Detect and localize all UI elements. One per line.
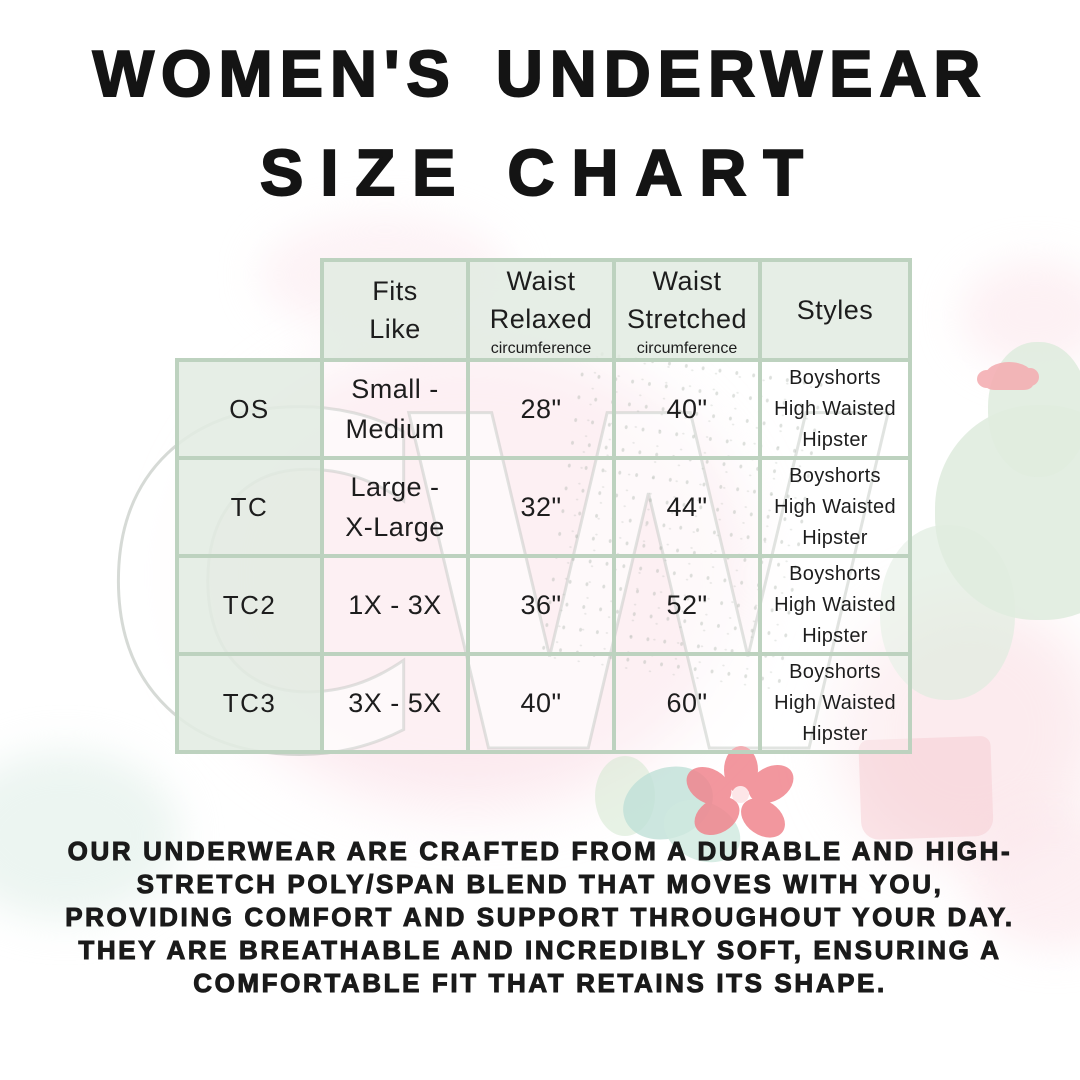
- table-row: TC3 3X - 5X 40" 60" Boyshorts High Waist…: [175, 652, 912, 754]
- fits-like-cell: Large - X-Large: [320, 456, 470, 558]
- size-label: TC2: [222, 589, 277, 620]
- mint-watercolor-corner: [0, 750, 180, 920]
- size-label-cell: TC3: [175, 652, 324, 754]
- waist-stretched-value: 44": [666, 492, 708, 522]
- size-label: TC: [230, 491, 269, 522]
- table-row: TC Large - X-Large 32" 44" Boyshorts Hig…: [175, 456, 912, 558]
- size-label: OS: [229, 393, 270, 424]
- size-label-cell: TC2: [175, 554, 324, 656]
- styles-value: Boyshorts High Waisted Hipster: [774, 660, 896, 745]
- styles-cell: Boyshorts High Waisted Hipster: [758, 358, 912, 460]
- page-title: WOMEN'S UNDERWEAR SIZE CHART: [0, 36, 1080, 210]
- styles-value: Boyshorts High Waisted Hipster: [774, 464, 896, 549]
- table-header-row: Fits Like Waist Relaxed circumference Wa…: [177, 258, 912, 362]
- header-styles: Styles: [758, 258, 912, 362]
- header-waist-stretched: Waist Stretched circumference: [612, 258, 762, 362]
- header-sublabel: circumference: [490, 340, 592, 357]
- styles-cell: Boyshorts High Waisted Hipster: [758, 554, 912, 656]
- styles-value: Boyshorts High Waisted Hipster: [774, 562, 896, 647]
- waist-stretched-cell: 52": [612, 554, 762, 656]
- fits-like-value: Small - Medium: [345, 374, 445, 444]
- cactus-flower-icon: [977, 362, 1039, 390]
- waist-relaxed-value: 36": [520, 590, 562, 620]
- header-fits-like: Fits Like: [320, 258, 470, 362]
- size-label-cell: OS: [175, 358, 324, 460]
- fits-like-value: 1X - 3X: [348, 590, 442, 620]
- waist-stretched-value: 60": [666, 688, 708, 718]
- fits-like-cell: 1X - 3X: [320, 554, 470, 656]
- hibiscus-flower-icon: [679, 746, 801, 846]
- waist-relaxed-value: 32": [520, 492, 562, 522]
- fits-like-cell: 3X - 5X: [320, 652, 470, 754]
- size-chart-table: Fits Like Waist Relaxed circumference Wa…: [175, 258, 912, 754]
- waist-stretched-cell: 40": [612, 358, 762, 460]
- waist-stretched-value: 40": [666, 394, 708, 424]
- waist-stretched-cell: 60": [612, 652, 762, 754]
- fits-like-value: Large - X-Large: [345, 472, 445, 542]
- header-label: Styles: [796, 295, 874, 325]
- styles-cell: Boyshorts High Waisted Hipster: [758, 652, 912, 754]
- waist-relaxed-cell: 36": [466, 554, 616, 656]
- styles-value: Boyshorts High Waisted Hipster: [774, 366, 896, 451]
- waist-relaxed-value: 40": [520, 688, 562, 718]
- waist-relaxed-cell: 32": [466, 456, 616, 558]
- styles-cell: Boyshorts High Waisted Hipster: [758, 456, 912, 558]
- size-label: TC3: [222, 687, 277, 718]
- title-line-1: WOMEN'S UNDERWEAR: [92, 36, 988, 111]
- header-waist-relaxed: Waist Relaxed circumference: [466, 258, 616, 362]
- waist-relaxed-value: 28": [520, 394, 562, 424]
- table-row: OS Small - Medium 28" 40" Boyshorts High…: [175, 358, 912, 460]
- waist-relaxed-cell: 40": [466, 652, 616, 754]
- waist-stretched-value: 52": [666, 590, 708, 620]
- corner-cell: [177, 260, 322, 360]
- size-label-cell: TC: [175, 456, 324, 558]
- header-label: Waist Relaxed: [489, 266, 593, 334]
- header-label: Waist Stretched: [626, 266, 748, 334]
- header-label: Fits Like: [369, 276, 421, 344]
- header-sublabel: circumference: [636, 340, 738, 357]
- title-line-2: SIZE CHART: [259, 135, 820, 210]
- table-row: TC2 1X - 3X 36" 52" Boyshorts High Waist…: [175, 554, 912, 656]
- fits-like-cell: Small - Medium: [320, 358, 470, 460]
- waist-stretched-cell: 44": [612, 456, 762, 558]
- fits-like-value: 3X - 5X: [348, 688, 442, 718]
- product-description: OUR UNDERWEAR ARE CRAFTED FROM A DURABLE…: [65, 836, 1015, 999]
- waist-relaxed-cell: 28": [466, 358, 616, 460]
